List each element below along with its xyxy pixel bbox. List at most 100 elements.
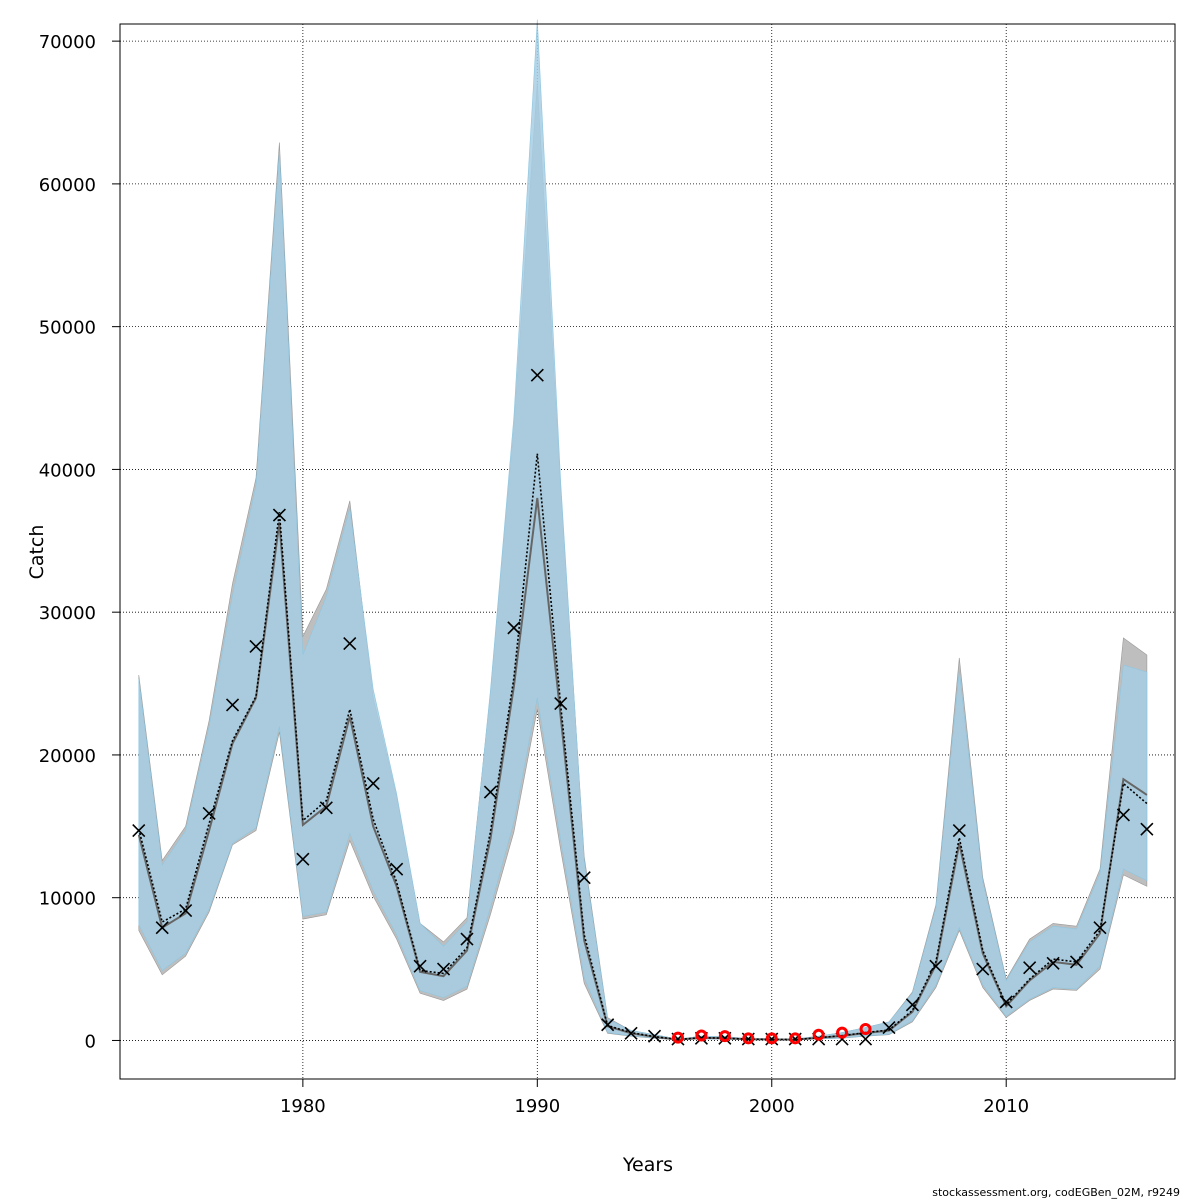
observed-point-stroke — [1023, 961, 1037, 975]
observed-point — [1023, 961, 1037, 975]
observed-point — [319, 801, 333, 815]
observed-point-stroke — [483, 785, 497, 799]
observed-point-stroke — [179, 903, 193, 918]
observed-point-stroke — [976, 962, 990, 976]
observed-point-stroke — [1046, 956, 1060, 970]
observed-point-stroke — [999, 995, 1013, 1009]
observed-point-stroke — [272, 508, 286, 522]
grid-layer — [120, 24, 1175, 1079]
observed-point-stroke — [202, 806, 216, 821]
observed-point — [460, 932, 474, 946]
observed-point-stroke — [413, 959, 427, 973]
observed-point-stroke — [858, 1032, 873, 1046]
observed-point — [1116, 808, 1130, 822]
observed-point-stroke — [1069, 955, 1084, 969]
observed-point-stroke — [507, 621, 521, 635]
observed-point-stroke — [390, 862, 404, 876]
y-tick-label: 30000 — [39, 603, 96, 624]
observed-point — [999, 995, 1013, 1009]
y-tick-label: 40000 — [39, 460, 96, 481]
observed-point — [530, 368, 544, 382]
observed-point — [296, 852, 310, 866]
observed-point-stroke — [601, 1018, 615, 1032]
footer-credit: stockassessment.org, codEGBen_02M, r9249 — [932, 1186, 1180, 1199]
x-tick-label: 1990 — [514, 1096, 560, 1117]
observed-point — [577, 871, 591, 885]
axis-layer: 1980 1990 2000 2010 0 10000 20000 30000 40000 500… — [39, 32, 1029, 1117]
observed-point-stroke — [319, 801, 333, 815]
y-tick-label: 10000 — [39, 889, 96, 910]
highlighted-point — [789, 1032, 802, 1045]
band-layer — [138, 19, 1148, 1041]
blue-confidence-band — [138, 19, 1148, 1041]
observed-point-stroke — [366, 776, 380, 791]
highlighted-point — [718, 1030, 731, 1043]
observed-point-stroke — [225, 698, 240, 712]
observed-point — [343, 637, 357, 651]
observed-point-stroke — [952, 824, 966, 838]
x-tick-label: 1980 — [280, 1096, 326, 1117]
blue-estimate-line — [138, 453, 1148, 1041]
observed-point — [132, 824, 146, 838]
y-tick-label: 0 — [85, 1031, 96, 1052]
observed-point-stroke — [1116, 808, 1130, 822]
observed-point-stroke — [1093, 921, 1107, 935]
y-axis-title: Catch — [26, 525, 48, 580]
observed-point — [647, 1029, 662, 1043]
observed-point — [179, 903, 193, 918]
observed-point — [624, 1026, 638, 1040]
observed-point-stroke — [882, 1021, 896, 1035]
observed-point — [929, 959, 943, 973]
observed-point-stroke — [343, 637, 357, 651]
observed-point-stroke — [296, 852, 310, 866]
marker-layer — [132, 368, 1154, 1046]
highlighted-point — [765, 1032, 778, 1045]
observed-point-stroke — [624, 1026, 638, 1040]
observed-point-stroke — [460, 932, 474, 946]
observed-point-stroke — [554, 696, 568, 711]
observed-point — [952, 824, 966, 838]
observed-point-stroke — [647, 1029, 662, 1043]
observed-point — [483, 785, 497, 799]
observed-point — [272, 508, 286, 522]
observed-point — [905, 998, 919, 1012]
observed-point — [1093, 921, 1107, 935]
observed-point-stroke — [436, 962, 451, 976]
highlighted-point — [836, 1026, 849, 1039]
observed-point — [858, 1032, 873, 1046]
observed-point — [413, 959, 427, 973]
x-tick-label: 2010 — [983, 1096, 1029, 1117]
y-tick-label: 60000 — [39, 175, 96, 196]
y-tick-label: 70000 — [39, 32, 96, 53]
observed-point — [390, 862, 404, 876]
observed-point-stroke — [905, 998, 919, 1012]
observed-point-stroke — [155, 921, 169, 935]
observed-point-stroke — [929, 959, 943, 973]
observed-point — [882, 1021, 896, 1035]
observed-point — [225, 698, 240, 712]
observed-point — [976, 962, 990, 976]
highlighted-point — [695, 1029, 708, 1042]
x-tick-label: 2000 — [749, 1096, 795, 1117]
observed-point — [601, 1018, 615, 1032]
highlighted-point — [742, 1032, 755, 1045]
observed-point — [436, 962, 451, 976]
line-layer — [137, 453, 1148, 1041]
observed-point-stroke — [249, 639, 263, 654]
y-tick-label: 50000 — [39, 318, 96, 339]
x-axis-title: Years — [622, 1154, 673, 1176]
observed-point-stroke — [530, 368, 544, 382]
observed-point-stroke — [1140, 822, 1154, 836]
observed-point — [249, 639, 263, 654]
observed-point — [366, 776, 380, 791]
observed-point-stroke — [577, 871, 591, 885]
observed-point — [554, 696, 568, 711]
observed-point — [1069, 955, 1084, 969]
observed-point — [507, 621, 521, 635]
observed-point-stroke — [132, 824, 146, 838]
highlighted-point — [859, 1023, 872, 1036]
highlighted-point — [812, 1028, 825, 1041]
highlighted-point — [671, 1031, 684, 1044]
observed-point — [1046, 956, 1060, 970]
